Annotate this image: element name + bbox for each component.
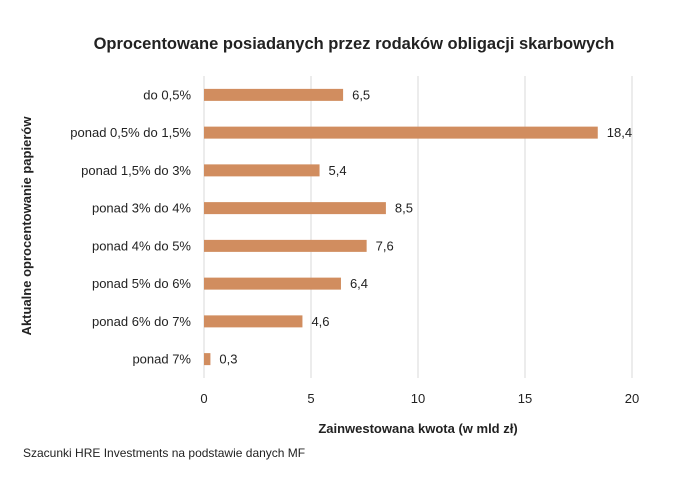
data-label: 7,6: [376, 238, 394, 253]
x-axis-title: Zainwestowana kwota (w mld zł): [318, 421, 517, 436]
x-tick-labels: 0 5 10 15 20: [200, 391, 639, 406]
category-labels: do 0,5% ponad 0,5% do 1,5% ponad 1,5% do 3…: [70, 87, 191, 366]
data-label: 8,5: [395, 201, 413, 216]
data-label: 6,5: [352, 87, 370, 102]
x-tick-label: 20: [625, 391, 639, 406]
bar: [204, 88, 344, 101]
source-note: Szacunki HRE Investments na podstawie da…: [23, 446, 306, 460]
x-tick-label: 0: [200, 391, 207, 406]
bar: [204, 164, 320, 177]
gridlines: [203, 76, 633, 378]
data-label: 0,3: [219, 352, 237, 367]
bar: [204, 239, 367, 252]
category-label: ponad 0,5% do 1,5%: [70, 125, 191, 140]
bar: [204, 353, 211, 366]
category-label: do 0,5%: [143, 87, 191, 102]
category-label: ponad 1,5% do 3%: [81, 163, 191, 178]
x-tick-label: 15: [518, 391, 532, 406]
bar: [204, 202, 386, 215]
category-label: ponad 3% do 4%: [92, 201, 191, 216]
bar-chart: Oprocentowane posiadanych przez rodaków …: [19, 35, 639, 436]
bar: [204, 126, 598, 139]
category-label: ponad 6% do 7%: [92, 314, 191, 329]
value-labels: 6,5 18,4 5,4 8,5 7,6 6,4 4,6 0,3: [219, 87, 632, 366]
data-label: 5,4: [329, 163, 347, 178]
bars: [204, 88, 598, 366]
data-label: 18,4: [607, 125, 632, 140]
y-axis-title: Aktualne oprocentowanie papierów: [19, 116, 34, 336]
x-tick-label: 5: [307, 391, 314, 406]
x-tick-label: 10: [411, 391, 425, 406]
category-label: ponad 4% do 5%: [92, 238, 191, 253]
category-label: ponad 5% do 6%: [92, 276, 191, 291]
data-label: 4,6: [311, 314, 329, 329]
category-label: ponad 7%: [132, 352, 191, 367]
data-label: 6,4: [350, 276, 368, 291]
bar: [204, 277, 341, 290]
bar: [204, 315, 303, 328]
chart-title: Oprocentowane posiadanych przez rodaków …: [94, 35, 615, 53]
